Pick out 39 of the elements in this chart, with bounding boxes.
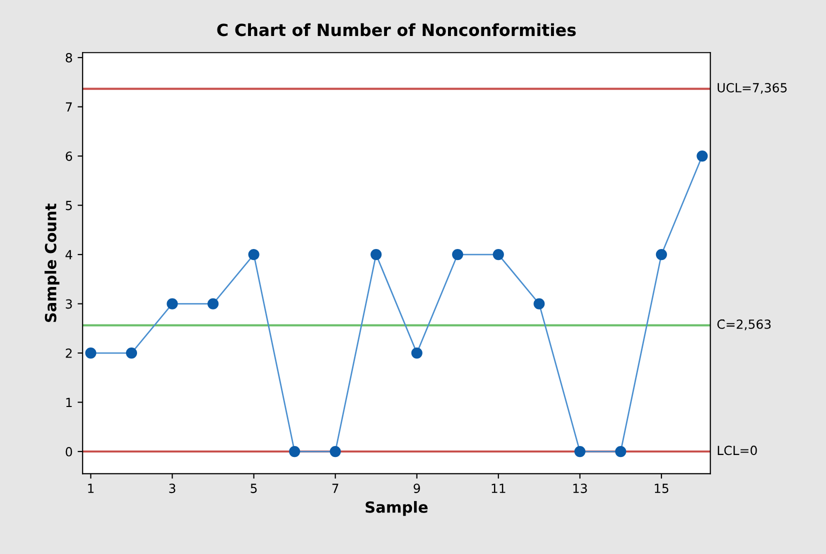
y-tick-label: 6	[66, 152, 72, 161]
x-tick-label: 3	[169, 484, 176, 494]
point	[166, 298, 178, 310]
chart-title: C Chart of Number of Nonconformities	[217, 23, 576, 36]
point	[411, 347, 422, 359]
x-tick-label: 15	[654, 484, 668, 494]
y-tick-label: 1	[66, 398, 72, 408]
y-tick-label: 4	[66, 250, 72, 260]
x-tick-label: 1	[88, 484, 94, 493]
ref-line-label: C̄=2,563	[717, 319, 771, 330]
point	[696, 150, 708, 162]
point	[492, 248, 504, 260]
point	[370, 248, 382, 260]
y-tick-label: 2	[66, 348, 72, 358]
x-tick-label: 11	[492, 484, 506, 493]
ref-line-label: UCL=7,365	[718, 82, 787, 94]
y-tick-label: 7	[66, 102, 72, 112]
x-tick-label: 9	[414, 484, 420, 494]
point	[207, 298, 219, 310]
x-axis-title: Sample	[366, 501, 428, 516]
point	[330, 446, 341, 458]
y-tick-label: 8	[66, 53, 72, 62]
x-tick-label: 7	[332, 484, 338, 493]
y-tick-label: 0	[66, 446, 72, 456]
point	[126, 347, 138, 359]
point	[534, 298, 545, 310]
point	[248, 248, 260, 260]
ref-line-label: LCL=0	[718, 446, 757, 456]
point	[574, 446, 586, 458]
x-tick-label: 13	[573, 484, 587, 494]
y-tick-label: 5	[66, 200, 72, 210]
x-tick-label: 5	[250, 484, 257, 494]
point	[452, 248, 464, 260]
point	[85, 347, 96, 359]
point	[289, 446, 300, 458]
point	[656, 248, 667, 260]
y-tick-label: 3	[66, 299, 72, 309]
point	[615, 446, 626, 458]
y-axis-title: Sample Count	[44, 204, 60, 322]
